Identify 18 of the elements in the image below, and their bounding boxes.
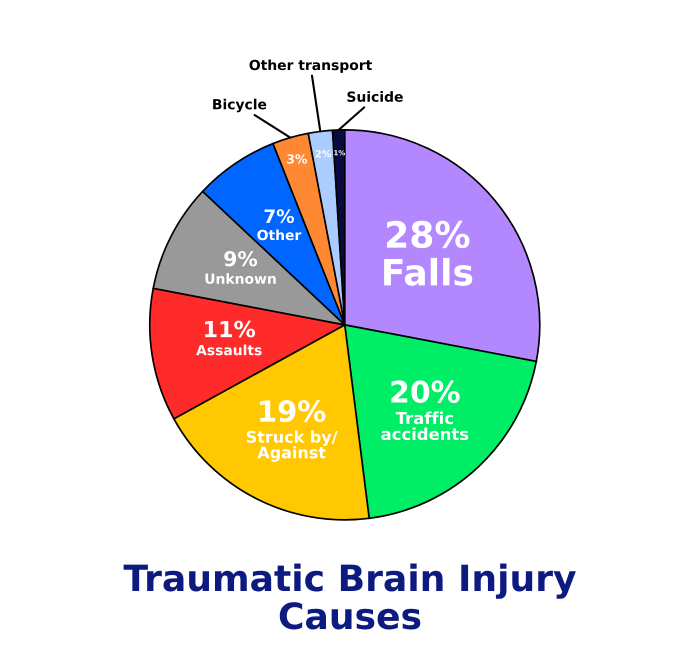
slice-label: Struck by/ Against (246, 430, 338, 462)
data-label: 3% (287, 154, 308, 164)
slice-label: Bicycle (213, 98, 266, 112)
slice-label: Assaults (196, 344, 262, 356)
data-label: 20% (391, 380, 460, 403)
data-label: 19% (260, 400, 326, 422)
slice-label: Falls (384, 258, 472, 286)
slice-label: Other (257, 229, 302, 240)
data-label: 2% (316, 150, 332, 158)
data-label: 7% (264, 209, 294, 224)
slice-label: Suicide (347, 91, 403, 102)
text: Traumatic Brain Injury Causes (124, 564, 576, 630)
slice-label: Traffic accidents (381, 412, 468, 440)
data-label: 28% (387, 220, 470, 248)
data-label: 11% (205, 320, 256, 338)
slice-label: Other transport (250, 59, 372, 73)
slice-label: Unknown (206, 273, 276, 284)
data-label: 9% (224, 251, 258, 266)
